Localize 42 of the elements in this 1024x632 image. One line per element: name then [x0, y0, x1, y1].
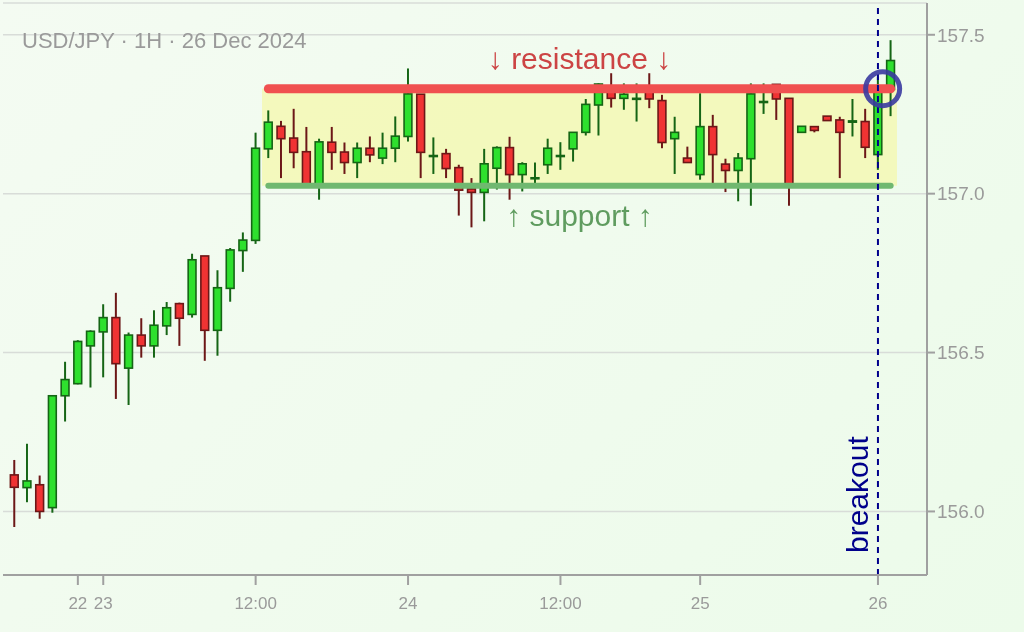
candlestick	[98, 303, 108, 379]
candlestick	[517, 161, 527, 193]
candlestick	[327, 125, 337, 171]
candlestick	[847, 97, 858, 138]
y-tick-label: 157.0	[937, 183, 985, 205]
candlestick	[174, 301, 185, 347]
candlestick	[390, 115, 400, 164]
ref-line-label: ↓ resistance ↓	[487, 41, 672, 75]
y-tick-label: 156.5	[937, 342, 985, 364]
candlestick	[377, 131, 388, 166]
candlestick	[441, 147, 451, 180]
x-tick-label: 25	[690, 594, 710, 613]
text: USD/JPY · 1H · 26 Dec 2024	[22, 28, 307, 54]
candlestick	[136, 317, 146, 359]
candlestick	[365, 135, 375, 164]
candlestick	[22, 442, 32, 504]
ref-line-label: ↑ support ↑	[506, 198, 653, 232]
x-tick-label: 24	[398, 594, 418, 613]
candlestick	[720, 157, 731, 194]
x-tick-label: 22	[68, 594, 88, 613]
ref-line-label: breakout	[840, 435, 874, 553]
candlestick	[733, 151, 743, 203]
candlestick	[568, 131, 578, 163]
candlestick	[288, 107, 299, 170]
candlestick	[85, 329, 96, 389]
candlestick	[9, 458, 19, 529]
candlestick	[352, 141, 362, 180]
x-tick-label: 26	[868, 594, 888, 613]
candlestick	[161, 301, 172, 337]
candlestick	[835, 115, 845, 180]
candlestick	[339, 141, 350, 175]
candlestick	[238, 231, 248, 273]
candlestick	[542, 137, 553, 175]
candlestick	[60, 360, 70, 423]
y-tick-label: 156.0	[937, 501, 985, 523]
x-tick-label: 23	[93, 594, 113, 613]
x-tick-label: 12:00	[234, 594, 277, 613]
candlestick	[149, 309, 159, 359]
x-tick-label: 12:00	[539, 594, 582, 613]
y-tick-label: 157.5	[937, 24, 985, 46]
candlestick	[276, 119, 286, 180]
candlestick	[492, 145, 502, 191]
